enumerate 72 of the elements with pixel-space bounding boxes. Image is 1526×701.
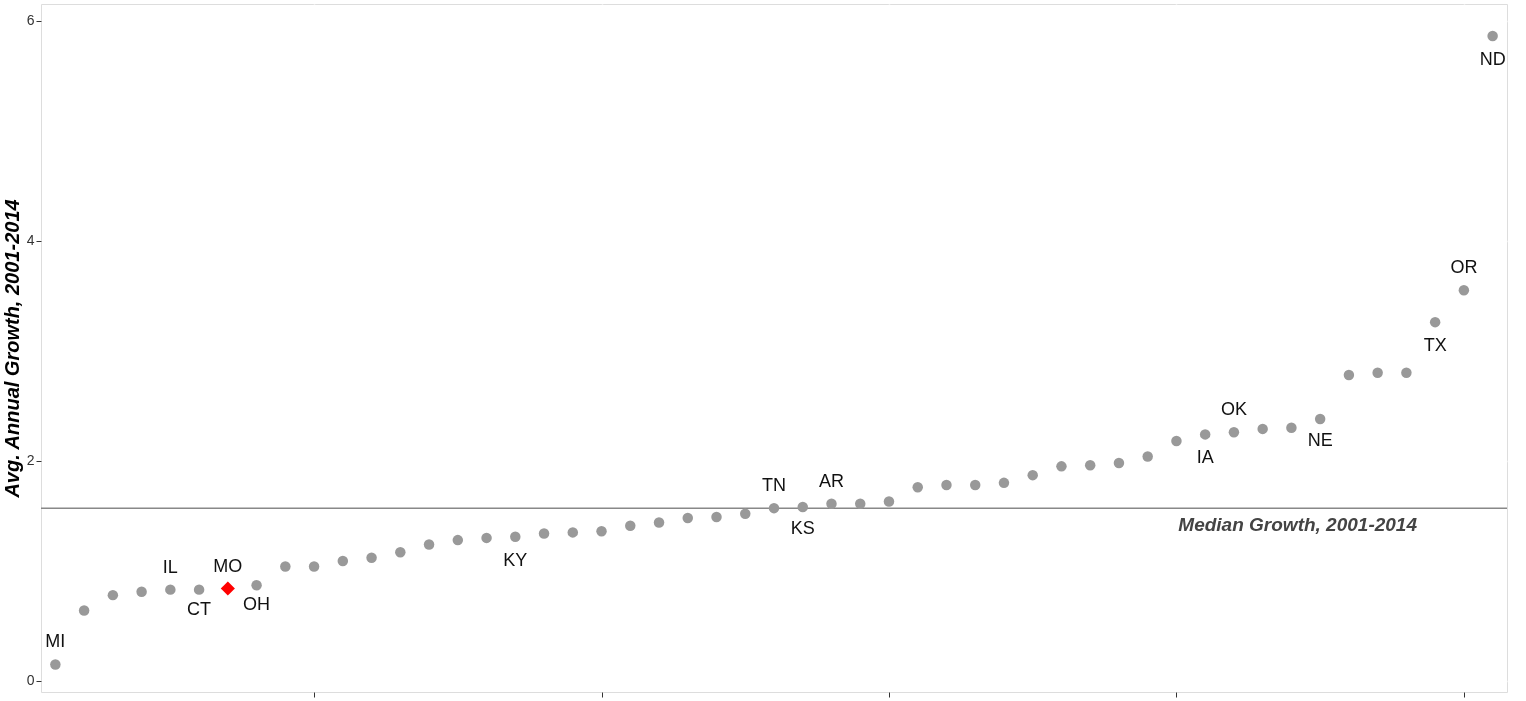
point xyxy=(1171,435,1182,447)
data-label: IA xyxy=(1196,447,1214,468)
point xyxy=(596,526,607,537)
data-label: KS xyxy=(790,518,815,539)
point xyxy=(1056,461,1067,472)
y-tick-label: 0 xyxy=(26,672,35,689)
data-label: IL xyxy=(162,556,178,577)
point xyxy=(251,579,262,591)
point xyxy=(1113,457,1125,469)
point xyxy=(883,496,895,507)
point xyxy=(682,512,694,524)
point xyxy=(653,517,665,528)
point xyxy=(1286,422,1297,434)
point xyxy=(711,511,722,523)
point xyxy=(1314,413,1326,425)
point xyxy=(1487,30,1498,42)
point xyxy=(220,581,235,596)
point xyxy=(969,479,981,491)
point xyxy=(1372,367,1383,378)
y-tick-label: 4 xyxy=(26,232,35,249)
point xyxy=(395,546,406,558)
point xyxy=(165,584,176,595)
point xyxy=(1343,369,1355,381)
point xyxy=(740,508,751,519)
point xyxy=(1027,469,1038,481)
point xyxy=(308,561,320,572)
data-label: KY xyxy=(503,549,528,570)
point xyxy=(510,531,521,543)
data-label: CT xyxy=(187,598,212,619)
data-label: MI xyxy=(45,631,66,652)
point xyxy=(1257,423,1268,435)
point xyxy=(193,584,205,595)
point xyxy=(423,539,435,550)
point xyxy=(912,482,923,493)
ref-line-label: Median Growth, 2001-2014 xyxy=(1178,514,1418,536)
data-label: TN xyxy=(762,475,786,496)
point xyxy=(1429,316,1441,328)
point xyxy=(452,534,464,546)
point xyxy=(78,605,90,616)
data-label: TX xyxy=(1423,335,1447,356)
data-label: OR xyxy=(1450,257,1478,278)
data-label: MO xyxy=(213,555,243,576)
data-label: OK xyxy=(1220,399,1247,420)
point xyxy=(826,498,837,509)
data-label: ND xyxy=(1479,48,1506,69)
point xyxy=(481,532,492,544)
point xyxy=(1199,429,1211,440)
y-tick-label: 2 xyxy=(26,452,35,469)
point xyxy=(854,498,866,509)
point xyxy=(625,520,636,532)
point xyxy=(1084,460,1096,471)
data-label: NE xyxy=(1307,430,1333,450)
point xyxy=(1401,367,1412,378)
y-tick-label: 6 xyxy=(26,12,35,29)
point xyxy=(280,561,291,572)
point xyxy=(50,659,61,670)
data-label: AR xyxy=(818,470,844,491)
point xyxy=(1142,451,1153,462)
point xyxy=(998,477,1010,489)
point xyxy=(107,589,119,601)
data-label: OH xyxy=(243,594,271,615)
point xyxy=(1228,426,1240,438)
point xyxy=(941,479,952,491)
point xyxy=(768,502,780,514)
point xyxy=(136,586,147,598)
point xyxy=(797,501,808,513)
point xyxy=(567,527,579,538)
y-axis-title: Avg. Annual Growth, 2001-2014 xyxy=(0,199,23,499)
point xyxy=(337,555,349,567)
point xyxy=(538,528,550,539)
point xyxy=(1458,284,1470,296)
point xyxy=(366,552,377,563)
